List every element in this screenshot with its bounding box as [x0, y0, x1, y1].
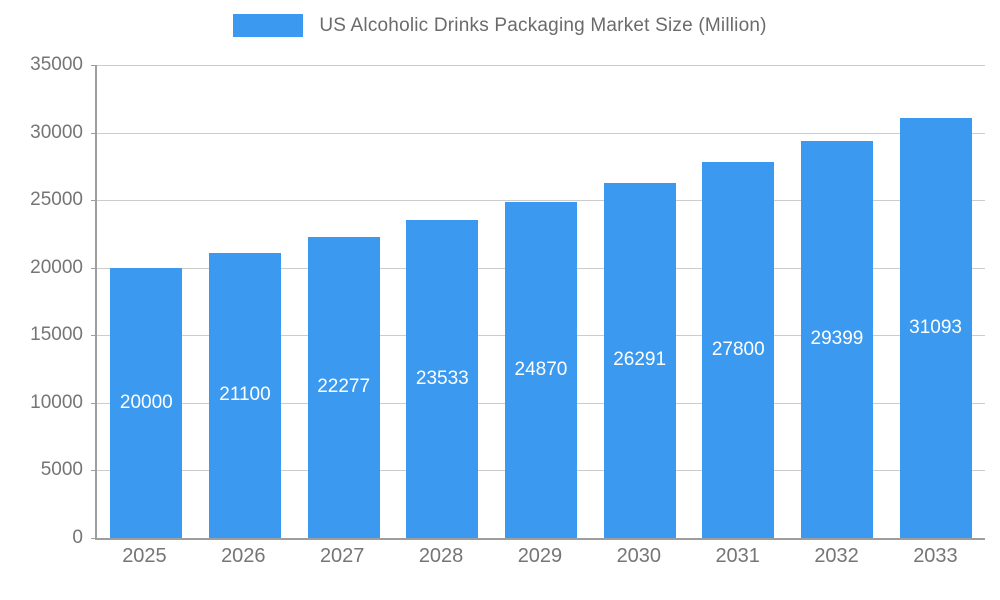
bar-value-label: 27800	[711, 339, 765, 361]
bar-2029[interactable]: 24870	[504, 201, 577, 538]
bar-slot: 24870	[504, 65, 577, 538]
bar-2025[interactable]: 20000	[110, 267, 183, 538]
bar-slot: 29399	[800, 65, 873, 538]
y-axis-tick-label: 5000	[40, 459, 83, 481]
y-axis-tick-mark	[91, 132, 97, 134]
y-axis-tick-mark	[91, 538, 97, 539]
x-axis-label: 2025	[122, 545, 167, 567]
bar-2026[interactable]: 21100	[208, 252, 281, 538]
plot-area: 0 5000 10000 15000 20000 25000 30000 35000 2000…	[30, 54, 985, 548]
x-axis-label: 2028	[418, 545, 464, 567]
bar-value-label: 24870	[514, 358, 568, 380]
bar-slot: 21100	[208, 65, 281, 538]
y-axis-tick-mark	[91, 200, 97, 202]
bar-value-label: 21100	[219, 384, 271, 406]
y-axis-tick-label: 0	[72, 527, 83, 548]
bar-2031[interactable]: 27800	[702, 162, 775, 538]
y-axis-tick-label: 35000	[30, 54, 83, 75]
bar-slot: 20000	[110, 65, 183, 538]
bars-container: 20000 21100 22277 23533 24870 26291 27800 29399…	[97, 65, 985, 538]
y-axis-tick-mark	[91, 470, 97, 472]
bar-value-label: 31093	[909, 316, 962, 338]
y-axis-tick-mark	[91, 335, 97, 337]
y-axis-tick-label: 15000	[30, 324, 83, 346]
gridline	[97, 65, 985, 66]
bar-2033[interactable]: 31093	[899, 117, 972, 538]
bar-2028[interactable]: 23533	[406, 219, 479, 538]
x-axis-labels: 2025 2026 2027 2028 2029 2030 2031 2032 2033	[95, 545, 985, 568]
chart-legend: US Alcoholic Drinks Packaging Market Siz…	[0, 14, 1000, 37]
x-axis-label: 2026	[221, 545, 266, 567]
bar-value-label: 29399	[810, 328, 864, 350]
bar-value-label: 26291	[613, 349, 667, 371]
chart-title: US Alcoholic Drinks Packaging Market Siz…	[319, 14, 767, 36]
x-axis-label: 2030	[616, 545, 662, 567]
y-axis-tick-mark	[91, 65, 97, 66]
bar-2027[interactable]: 22277	[307, 236, 380, 538]
y-axis-tick-label: 20000	[30, 256, 83, 278]
x-axis-label: 2033	[913, 545, 958, 567]
bar-value-label: 23533	[415, 367, 469, 389]
x-axis-label: 2029	[517, 545, 563, 567]
bar-slot: 31093	[899, 65, 972, 538]
bar-slot: 27800	[702, 65, 775, 538]
bar-2030[interactable]: 26291	[603, 182, 676, 538]
bar-slot: 23533	[406, 65, 479, 538]
legend-swatch	[233, 14, 304, 37]
gridline	[97, 200, 985, 202]
bar-value-label: 22277	[317, 376, 371, 398]
y-axis-tick-mark	[91, 267, 97, 269]
y-axis-tick-label: 30000	[30, 121, 83, 143]
bar-2032[interactable]: 29399	[800, 140, 873, 538]
gridline	[97, 132, 985, 134]
y-axis-tick-label: 25000	[30, 189, 83, 211]
bar-slot: 26291	[603, 65, 676, 538]
y-axis-tick-mark	[91, 402, 97, 404]
bar-slot: 22277	[307, 65, 380, 538]
x-axis-label: 2031	[715, 545, 760, 567]
x-axis-label: 2032	[814, 545, 859, 567]
bar-value-label: 20000	[119, 391, 173, 413]
x-axis-label: 2027	[319, 545, 365, 567]
y-axis-tick-label: 10000	[30, 391, 83, 413]
